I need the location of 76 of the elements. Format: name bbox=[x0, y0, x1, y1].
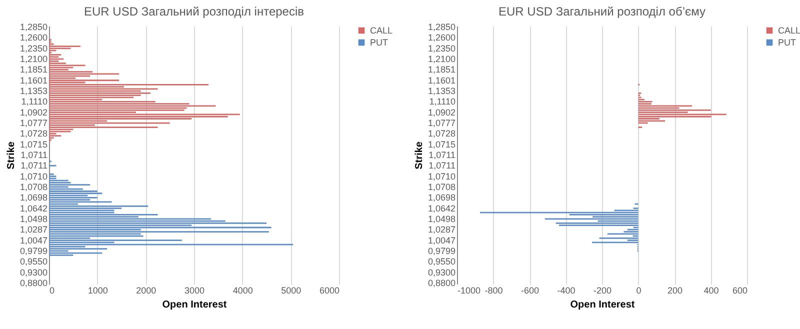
y-tick-label: 1,0711 bbox=[428, 150, 456, 160]
y-tick-label: 1,1353 bbox=[20, 86, 48, 96]
y-tick-label: 1,0642 bbox=[20, 203, 48, 214]
y-tick-label: 0,8800 bbox=[20, 278, 48, 288]
y-tick-label: 1,1353 bbox=[428, 86, 456, 96]
legend-label: PUT bbox=[778, 38, 796, 48]
y-tick-label: 1,0047 bbox=[20, 235, 48, 246]
y-axis-title: Strike bbox=[6, 141, 17, 170]
y-tick-label: 1,2100 bbox=[20, 54, 48, 64]
y-tick-label: 1,0711 bbox=[20, 160, 48, 171]
y-axis-title: Strike bbox=[414, 141, 425, 170]
y-tick-label: 1,0902 bbox=[428, 107, 456, 118]
y-tick-label: 1,1601 bbox=[20, 75, 48, 86]
chart-title: EUR USD Загальний розподіл інтересів bbox=[84, 4, 304, 19]
y-tick-label: 1,0498 bbox=[20, 214, 48, 224]
y-tick-label: 1,0698 bbox=[20, 192, 48, 203]
y-tick-label: 1,2100 bbox=[428, 54, 456, 64]
y-tick-label: 1,2850 bbox=[428, 22, 456, 32]
chart-title: EUR USD Загальний розподіл об’єму bbox=[498, 4, 706, 19]
y-tick-label: 1,0777 bbox=[20, 118, 48, 128]
y-tick-label: 0,9799 bbox=[20, 246, 48, 256]
y-tick-label: 1,1851 bbox=[428, 64, 456, 75]
y-tick-label: 1,0642 bbox=[428, 203, 456, 214]
x-tick-label: -1000 bbox=[458, 286, 481, 296]
y-tick-label: 1,0715 bbox=[20, 139, 48, 150]
y-tick-label: 1,0728 bbox=[428, 128, 456, 139]
y-tick-label: 1,0710 bbox=[20, 171, 48, 182]
x-tick-label: -400 bbox=[557, 286, 576, 296]
x-axis-title: Open Interest bbox=[570, 300, 636, 310]
x-tick-label: 0 bbox=[636, 286, 642, 296]
y-tick-label: 1,2600 bbox=[20, 32, 48, 43]
x-tick-label: 2000 bbox=[136, 286, 156, 296]
y-tick-label: 1,0708 bbox=[428, 182, 456, 192]
y-tick-label: 1,2350 bbox=[20, 43, 48, 54]
y-tick-label: 0,9799 bbox=[428, 246, 456, 256]
y-tick-label: 0,9300 bbox=[20, 267, 48, 278]
x-tick-label: 6000 bbox=[319, 286, 340, 296]
y-tick-label: 1,1110 bbox=[21, 96, 48, 107]
y-tick-label: 0,9550 bbox=[428, 256, 456, 267]
x-tick-label: 200 bbox=[667, 286, 683, 296]
legend-label: CALL bbox=[778, 26, 800, 36]
y-tick-label: 1,0287 bbox=[428, 224, 456, 235]
y-tick-label: 1,0047 bbox=[428, 235, 456, 246]
y-tick-label: 1,0728 bbox=[20, 128, 48, 139]
y-tick-label: 1,0498 bbox=[428, 214, 456, 224]
x-tick-label: -800 bbox=[484, 286, 503, 296]
x-axis-title: Open Interest bbox=[162, 300, 228, 310]
x-tick-label: 1000 bbox=[88, 286, 108, 296]
y-tick-label: 1,0715 bbox=[428, 139, 456, 150]
y-tick-label: 1,0711 bbox=[428, 160, 456, 171]
x-tick-label: -200 bbox=[593, 286, 612, 296]
y-tick-label: 1,0711 bbox=[20, 150, 48, 160]
legend-label: PUT bbox=[370, 38, 388, 48]
y-tick-label: 1,0708 bbox=[20, 182, 48, 192]
y-tick-label: 1,0710 bbox=[428, 171, 456, 182]
y-tick-label: 1,0287 bbox=[20, 224, 48, 235]
y-tick-label: 1,1110 bbox=[429, 96, 456, 107]
x-tick-label: 5000 bbox=[281, 286, 302, 296]
x-tick-label: 0 bbox=[50, 286, 55, 296]
y-tick-label: 0,9300 bbox=[428, 267, 456, 278]
x-tick-label: 400 bbox=[704, 286, 719, 296]
x-tick-label: 600 bbox=[732, 286, 748, 296]
y-tick-label: 1,1851 bbox=[20, 64, 48, 75]
y-tick-label: 1,1601 bbox=[428, 75, 456, 86]
y-tick-label: 1,0902 bbox=[20, 107, 48, 118]
x-tick-label: 4000 bbox=[232, 286, 253, 296]
y-tick-label: 1,0698 bbox=[428, 192, 456, 203]
y-tick-label: 1,2600 bbox=[428, 32, 456, 43]
y-tick-label: 0,9550 bbox=[20, 256, 48, 267]
legend-label: CALL bbox=[370, 26, 393, 36]
x-tick-label: -600 bbox=[520, 286, 540, 296]
y-tick-label: 1,2850 bbox=[20, 22, 48, 32]
y-tick-label: 0,8800 bbox=[428, 278, 456, 288]
y-tick-label: 1,0777 bbox=[428, 118, 456, 128]
y-tick-label: 1,2350 bbox=[428, 43, 456, 54]
x-tick-label: 3000 bbox=[184, 286, 205, 296]
